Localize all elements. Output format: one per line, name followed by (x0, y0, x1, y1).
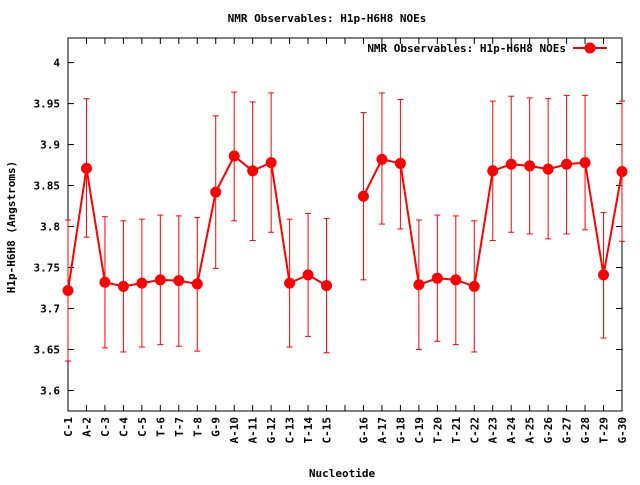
x-tick-label: G-26 (542, 417, 555, 444)
x-tick-label: T-8 (191, 417, 204, 437)
data-point (136, 277, 148, 289)
x-tick-label: C-15 (321, 417, 334, 444)
plot-frame (67, 37, 623, 412)
x-tick-label: A-10 (228, 417, 241, 444)
x-tick-label: T-14 (302, 417, 315, 444)
x-tick-label: C-22 (468, 417, 481, 444)
data-point (173, 275, 185, 287)
data-point (265, 157, 277, 169)
data-point (413, 279, 425, 291)
x-tick-label: C-4 (117, 417, 130, 437)
y-tick-label: 3.85 (34, 180, 61, 193)
x-tick-label: A-24 (505, 417, 518, 444)
y-tick-label: 3.65 (34, 344, 61, 357)
data-point (210, 186, 222, 198)
x-tick-label: A-2 (80, 417, 93, 437)
x-tick-label: T-21 (450, 417, 463, 444)
legend: NMR Observables: H1p-H6H8 NOEs (367, 42, 607, 55)
data-point (284, 277, 296, 289)
data-point (154, 274, 166, 286)
x-tick-label: A-23 (487, 417, 500, 444)
x-tick-label: G-28 (579, 417, 592, 444)
x-tick-label: A-11 (247, 417, 260, 444)
x-tick-label: C-5 (136, 417, 149, 437)
data-point (450, 274, 462, 286)
x-tick-label: A-25 (524, 417, 537, 444)
data-point (62, 284, 74, 296)
data-point (80, 162, 92, 174)
chart-title: NMR Observables: H1p-H6H8 NOEs (228, 12, 427, 25)
plot-area: 3.6 3.65 3.7 3.75 3.8 3.85 3.9 3.95 4 C-1 A-2 C-3 C-… (34, 37, 629, 444)
data-point (376, 153, 388, 165)
x-tick-label: T-20 (431, 417, 444, 444)
x-tick-label: C-19 (413, 417, 426, 444)
data-point (487, 165, 499, 177)
y-tick-label: 3.75 (34, 262, 61, 275)
x-tick-label: G-9 (210, 417, 223, 437)
x-tick-label: G-30 (616, 417, 629, 444)
legend-marker (584, 42, 596, 54)
y-tick-label: 3.6 (40, 385, 60, 398)
x-tick-label: C-1 (62, 417, 75, 437)
x-tick-label: G-16 (357, 417, 370, 444)
legend-label: NMR Observables: H1p-H6H8 NOEs (367, 42, 566, 55)
data-point (357, 190, 369, 202)
y-tick-label: 3.95 (34, 98, 61, 111)
data-point (431, 272, 443, 284)
data-point (99, 276, 111, 288)
data-point (598, 269, 610, 281)
data-point (561, 158, 573, 170)
data-point (394, 157, 406, 169)
x-tick-label: C-13 (284, 417, 297, 444)
x-tick-label: T-6 (154, 417, 167, 437)
data-point (321, 280, 333, 292)
data-point (579, 157, 591, 169)
y-tick-label: 3.7 (40, 303, 60, 316)
y-axis-label: H1p-H6H8 (Angstroms) (5, 161, 18, 293)
y-tick-label: 3.9 (40, 139, 60, 152)
x-tick-label: G-27 (561, 417, 574, 444)
data-point (505, 158, 517, 170)
x-tick-label: T-7 (173, 417, 186, 437)
x-tick-label: T-29 (598, 417, 611, 444)
data-point (302, 269, 314, 281)
data-point (468, 280, 480, 292)
data-point (616, 166, 628, 178)
x-tick-label: A-17 (376, 417, 389, 444)
data-point (542, 163, 554, 175)
y-tick-label: 3.8 (40, 221, 60, 234)
data-point (247, 165, 259, 177)
data-point (191, 278, 203, 290)
data-point (228, 150, 240, 162)
y-tick-label: 4 (53, 57, 60, 70)
x-tick-label: C-3 (99, 417, 112, 437)
data-point (117, 280, 129, 292)
x-tick-label: G-12 (265, 417, 278, 444)
data-point (524, 160, 536, 172)
x-tick-label: G-18 (394, 417, 407, 444)
x-axis-label: Nucleotide (309, 467, 376, 480)
